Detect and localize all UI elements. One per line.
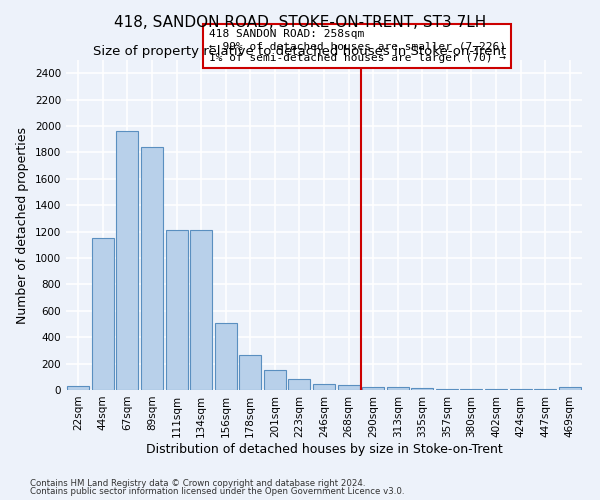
Bar xyxy=(190,230,212,390)
Bar xyxy=(411,388,433,390)
Bar xyxy=(338,384,359,390)
Bar xyxy=(436,388,458,390)
Bar xyxy=(386,386,409,390)
Bar xyxy=(215,322,237,390)
Text: Contains public sector information licensed under the Open Government Licence v3: Contains public sector information licen… xyxy=(30,487,404,496)
Bar xyxy=(67,386,89,390)
Text: 418, SANDON ROAD, STOKE-ON-TRENT, ST3 7LH: 418, SANDON ROAD, STOKE-ON-TRENT, ST3 7L… xyxy=(114,15,486,30)
Bar xyxy=(362,388,384,390)
X-axis label: Distribution of detached houses by size in Stoke-on-Trent: Distribution of detached houses by size … xyxy=(146,442,502,456)
Bar xyxy=(313,384,335,390)
Text: Contains HM Land Registry data © Crown copyright and database right 2024.: Contains HM Land Registry data © Crown c… xyxy=(30,478,365,488)
Bar xyxy=(141,147,163,390)
Bar xyxy=(92,238,114,390)
Bar xyxy=(239,355,262,390)
Bar xyxy=(264,370,286,390)
Text: 418 SANDON ROAD: 258sqm
← 99% of detached houses are smaller (7,226)
1% of semi-: 418 SANDON ROAD: 258sqm ← 99% of detache… xyxy=(209,30,506,62)
Bar xyxy=(116,132,139,390)
Bar xyxy=(559,388,581,390)
Bar xyxy=(289,380,310,390)
Bar xyxy=(166,230,188,390)
Y-axis label: Number of detached properties: Number of detached properties xyxy=(16,126,29,324)
Text: Size of property relative to detached houses in Stoke-on-Trent: Size of property relative to detached ho… xyxy=(94,45,506,58)
